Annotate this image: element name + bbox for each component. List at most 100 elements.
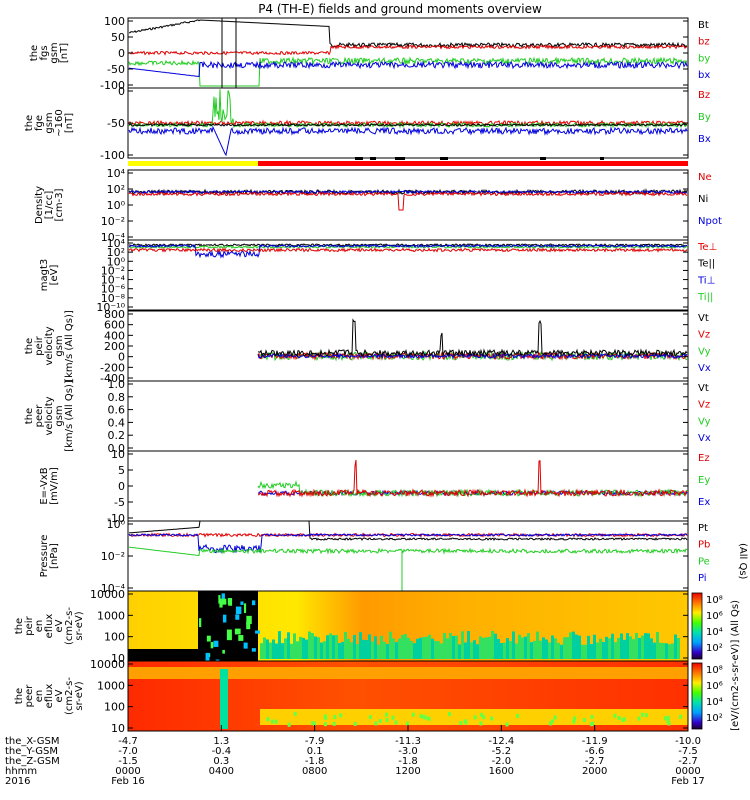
panel-frame [127, 450, 689, 522]
y-axis-label: gsm [44, 112, 55, 133]
series-line [128, 546, 688, 557]
y-tick-label: -400 [100, 372, 125, 385]
spectrogram-peir-cell [234, 628, 241, 635]
colorbar-tick-label: 10⁴ [706, 697, 723, 708]
spectrogram-peir-cell [431, 638, 434, 659]
spectrogram-peir-cell [578, 635, 581, 659]
spectrogram-peir-cell [473, 640, 476, 659]
y-axis-label: Density [34, 186, 45, 224]
y-axis-label: the [24, 115, 35, 131]
y-axis-label: eflux [44, 684, 55, 709]
y-axis-label: (cm2-s- [64, 607, 75, 645]
spectrogram-peer-cell [666, 715, 670, 720]
y-axis-label: ~160 [54, 109, 65, 136]
spectrogram-peir-cell [434, 641, 437, 659]
y-axis-label: sr-eV) [74, 681, 85, 710]
spectrogram-peer-cell [550, 719, 554, 724]
spectrogram-peir-cell [199, 618, 202, 628]
spectrogram-peir-cell [569, 632, 572, 659]
colorbar-tick-label: 10² [706, 643, 723, 654]
spectrogram-peir-cell [255, 630, 260, 634]
legend-entry: Pe [698, 556, 710, 567]
spectrogram-peir-cell [653, 642, 656, 659]
y-tick-label: 0 [118, 47, 125, 60]
spectrogram-peir-cell [290, 643, 293, 659]
spectrogram-peir-cell [407, 637, 410, 659]
spectrogram-peir-cell [284, 638, 287, 659]
spectrogram-peer-cell [311, 721, 315, 726]
spectrogram-peir-cell [656, 632, 659, 659]
spectrogram-peer-cell [270, 719, 274, 724]
spectrogram-peir-cell [368, 634, 371, 659]
spectrogram-peir-cell [665, 643, 668, 659]
series-line [257, 351, 688, 361]
y-tick-label: -50 [107, 117, 125, 130]
spectrogram-peir-cell [362, 639, 365, 659]
spectrogram-peir-cell [533, 640, 536, 659]
spectrogram-peer-cell [411, 712, 415, 717]
spectrogram-peir-cell [428, 634, 431, 659]
y-tick-label: 10⁴ [107, 167, 126, 180]
y-tick-label: 100 [104, 701, 125, 714]
spectrogram-peir-cell [452, 635, 455, 659]
spectrogram-peir-cell [650, 638, 653, 659]
legend-entry: Ey [698, 475, 710, 486]
spectrogram-peir-cell [206, 635, 211, 642]
y-tick-label: 0.8 [108, 391, 126, 404]
spectrogram-peer-spike [220, 669, 228, 729]
ephemeris-row-label: 2016 [5, 776, 30, 787]
spectrogram-peer-cell [323, 714, 327, 719]
colorbar-tick-label: 10⁴ [706, 627, 723, 638]
spectrogram-peir-cell [263, 637, 266, 659]
legend-entry: Bt [698, 20, 709, 31]
spectrogram-peir-cell [440, 643, 443, 659]
spectrogram-peir-cell [323, 641, 326, 659]
spectrogram-peir-cell [413, 643, 416, 659]
spectrogram-peir-cell [485, 637, 488, 659]
spectrogram-peir-cell [251, 600, 256, 606]
spectrogram-peir-cell [218, 595, 221, 604]
y-axis-label: eV [54, 619, 65, 632]
mode-bar-burst [355, 157, 363, 160]
ephemeris-value: -2.0 [492, 756, 512, 767]
mode-bar-burst [370, 157, 376, 160]
spectrogram-peir-cell [278, 631, 281, 659]
spectrogram-peir-cell [536, 631, 539, 659]
spectrogram-peer-cell [553, 715, 557, 720]
spectrogram-peir-cell [437, 641, 440, 659]
spectrogram-peir-cell [335, 635, 338, 659]
spectrogram-peer-cell [666, 719, 670, 724]
legend-entry: Bx [698, 134, 711, 145]
spectrogram-peir-cell [521, 637, 524, 659]
mode-bar-slow [128, 161, 258, 166]
spectrogram-peer-cell [459, 721, 463, 726]
spectrogram-peir-cell [482, 637, 485, 659]
spectrogram-peir-cell [542, 637, 545, 659]
y-tick-label: 0.0 [108, 442, 126, 455]
spectrogram-peir-cell [365, 640, 368, 659]
series-line [257, 459, 688, 498]
spectrogram-peir-cell [275, 643, 278, 659]
spectrogram-peir-cell [311, 633, 314, 659]
spectrogram-peir-cell [305, 639, 308, 659]
spectrogram-peir-cell [404, 634, 407, 659]
y-axis-label: [nPa] [49, 543, 60, 569]
spectrogram-peir-cell [509, 641, 512, 659]
spectrogram-peir-cell [539, 640, 542, 659]
y-axis-label: [eV] [49, 265, 60, 286]
ephemeris-row-label: the_X-GSM [5, 736, 59, 747]
spectrogram-peer-cell [293, 711, 297, 716]
spectrogram-peir-cell [461, 631, 464, 659]
series-line [128, 125, 688, 157]
spectrogram-peir-cell [659, 642, 662, 659]
spectrogram-peir-cell [205, 652, 210, 662]
colorbar [691, 662, 703, 730]
spectrogram-peir-cell [572, 631, 575, 659]
legend-entry: Ti|| [697, 292, 713, 303]
spectrogram-peir-cell [479, 636, 482, 659]
ephemeris-value: -7.5 [678, 746, 698, 757]
spectrogram-peir-cell [353, 634, 356, 659]
spectrogram-peir-cell [515, 643, 518, 659]
spectrogram-peir-cell [662, 642, 665, 659]
